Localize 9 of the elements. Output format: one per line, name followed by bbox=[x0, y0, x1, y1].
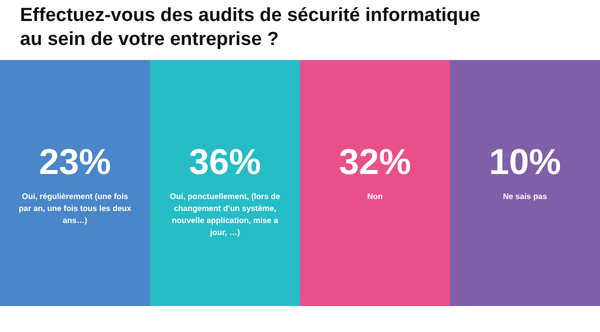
category-label: Non bbox=[367, 192, 383, 201]
category-label: Oui, régulièrement (une fois par an, une fois tous les deux ans…) bbox=[18, 192, 132, 225]
text: Effectuez-vous des audits de sécurité informatique au sein de votre entreprise ? bbox=[20, 5, 480, 50]
category-label: Oui, ponctuellement, (lors de changement d'un système, nouvelle application, mise a jour, …) bbox=[170, 192, 281, 237]
data-label: 32% bbox=[338, 141, 412, 182]
data-label: 10% bbox=[488, 141, 562, 182]
data-label: 36% bbox=[188, 141, 262, 182]
category-label: Ne sais pas bbox=[502, 192, 548, 201]
data-label: 23% bbox=[38, 141, 112, 182]
